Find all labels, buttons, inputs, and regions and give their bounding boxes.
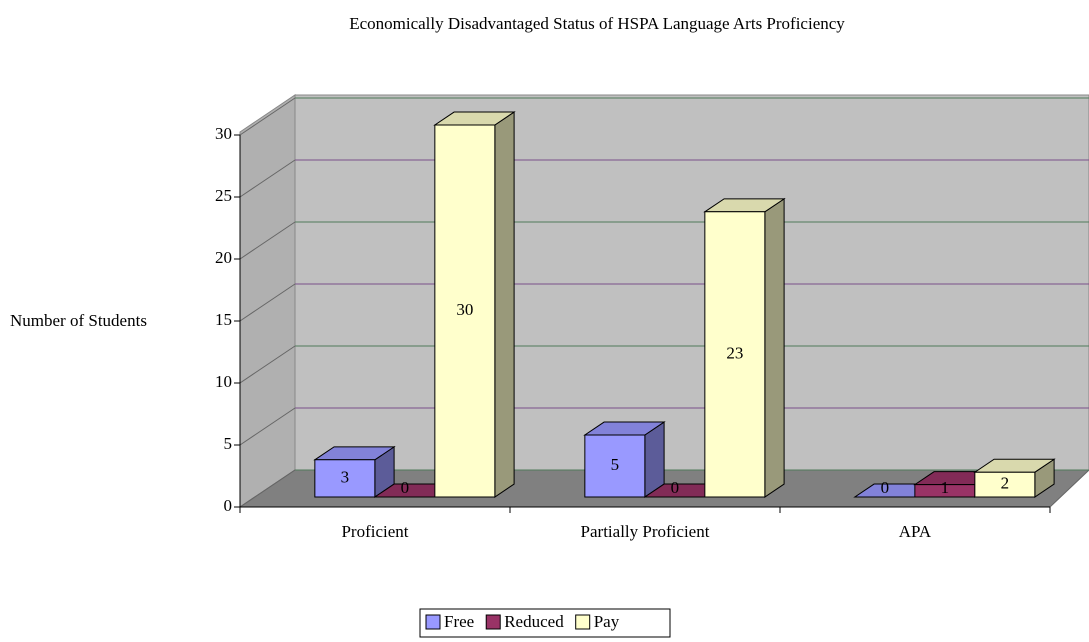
- x-tick-label: Proficient: [341, 522, 408, 541]
- legend-swatch: [575, 614, 591, 630]
- grid-line: [239, 97, 296, 136]
- legend-label: Pay: [594, 612, 620, 631]
- x-tick-label: Partially Proficient: [581, 522, 710, 541]
- bar-front: [974, 471, 1036, 498]
- bar-front: [434, 124, 496, 498]
- data-label: 0: [881, 478, 890, 497]
- grid-line: [239, 469, 296, 508]
- legend-frame: [419, 608, 671, 638]
- y-axis-label: Number of Students: [10, 311, 147, 330]
- data-label: 1: [941, 478, 950, 497]
- data-label: 0: [671, 478, 680, 497]
- side-wall: [239, 94, 296, 508]
- data-label: 5: [611, 455, 620, 474]
- x-tick-label: APA: [899, 522, 932, 541]
- bar-front: [704, 211, 766, 498]
- y-tick-label: 5: [224, 434, 233, 453]
- bar-side: [494, 111, 515, 498]
- back-wall: [294, 94, 1089, 471]
- y-tick-label: 25: [215, 186, 232, 205]
- chart-title: Economically Disadvantaged Status of HSP…: [349, 14, 845, 33]
- y-tick-label: 20: [215, 248, 232, 267]
- data-label: 2: [1001, 474, 1010, 493]
- data-label: 3: [341, 467, 350, 486]
- data-label: 0: [401, 478, 410, 497]
- grid-line: [239, 283, 296, 322]
- y-tick-label: 0: [224, 496, 233, 515]
- grid-line: [239, 345, 296, 384]
- y-tick-label: 10: [215, 372, 232, 391]
- data-label: 30: [456, 300, 473, 319]
- grid-line: [239, 407, 296, 446]
- y-tick-label: 30: [215, 124, 232, 143]
- y-tick-label: 15: [215, 310, 232, 329]
- grid-line: [239, 221, 296, 260]
- legend: [419, 608, 671, 638]
- bar-side: [764, 197, 785, 498]
- legend-label: Free: [444, 612, 474, 631]
- legend-swatch: [425, 614, 441, 630]
- data-label: 23: [726, 343, 743, 362]
- legend-label: Reduced: [504, 612, 564, 631]
- legend-swatch: [485, 614, 501, 630]
- grid-line: [239, 159, 296, 198]
